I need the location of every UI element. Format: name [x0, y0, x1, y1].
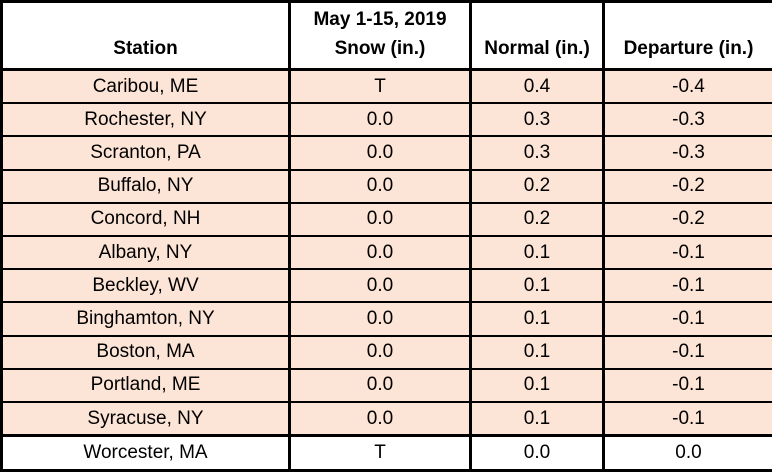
- snow-cell: 0.0: [288, 102, 472, 138]
- station-cell: Syracuse, NY: [0, 401, 291, 437]
- column-header-departure-label: Departure (in.): [623, 38, 754, 60]
- snow-cell: 0.0: [288, 301, 472, 337]
- station-cell: Caribou, ME: [0, 68, 291, 105]
- table-row: Buffalo, NY 0.0 0.2 -0.2: [0, 168, 772, 204]
- normal-cell: 0.0: [469, 434, 605, 472]
- station-cell: Worcester, MA: [0, 434, 291, 472]
- snow-cell: 0.0: [288, 168, 472, 204]
- snow-cell: T: [288, 68, 472, 105]
- departure-cell: -0.1: [602, 401, 772, 437]
- table-row: Syracuse, NY 0.0 0.1 -0.1: [0, 401, 772, 437]
- station-cell: Binghamton, NY: [0, 301, 291, 337]
- table-row: Caribou, ME T 0.4 -0.4: [0, 68, 772, 105]
- table-row: Worcester, MA T 0.0 0.0: [0, 434, 772, 472]
- departure-cell: -0.1: [602, 268, 772, 304]
- table-row: Albany, NY 0.0 0.1 -0.1: [0, 235, 772, 271]
- departure-cell: 0.0: [602, 434, 772, 472]
- column-header-snow: May 1-15, 2019 Snow (in.): [288, 0, 472, 71]
- column-header-snow-line2: Snow (in.): [334, 38, 426, 60]
- snow-cell: 0.0: [288, 367, 472, 404]
- departure-cell: -0.1: [602, 235, 772, 271]
- table-row: Beckley, WV 0.0 0.1 -0.1: [0, 268, 772, 304]
- column-header-station-label: Station: [113, 38, 178, 60]
- normal-cell: 0.1: [469, 268, 605, 304]
- normal-cell: 0.3: [469, 135, 605, 171]
- normal-cell: 0.1: [469, 334, 605, 370]
- normal-cell: 0.1: [469, 401, 605, 437]
- departure-cell: -0.4: [602, 68, 772, 105]
- column-header-normal-label: Normal (in.): [484, 38, 590, 60]
- station-cell: Buffalo, NY: [0, 168, 291, 204]
- station-cell: Rochester, NY: [0, 102, 291, 138]
- normal-cell: 0.1: [469, 367, 605, 404]
- departure-cell: -0.2: [602, 168, 772, 204]
- column-header-station: Station: [0, 0, 291, 71]
- snow-cell: 0.0: [288, 135, 472, 171]
- station-cell: Portland, ME: [0, 367, 291, 404]
- snow-cell: 0.0: [288, 401, 472, 437]
- normal-cell: 0.2: [469, 201, 605, 238]
- column-header-departure: Departure (in.): [602, 0, 772, 71]
- normal-cell: 0.3: [469, 102, 605, 138]
- normal-cell: 0.1: [469, 235, 605, 271]
- snow-cell: 0.0: [288, 334, 472, 370]
- station-cell: Albany, NY: [0, 235, 291, 271]
- departure-cell: -0.1: [602, 367, 772, 404]
- station-cell: Boston, MA: [0, 334, 291, 370]
- normal-cell: 0.2: [469, 168, 605, 204]
- column-header-normal: Normal (in.): [469, 0, 605, 71]
- snow-cell: 0.0: [288, 235, 472, 271]
- table-row: Rochester, NY 0.0 0.3 -0.3: [0, 102, 772, 138]
- normal-cell: 0.4: [469, 68, 605, 105]
- table-row: Boston, MA 0.0 0.1 -0.1: [0, 334, 772, 370]
- departure-cell: -0.1: [602, 301, 772, 337]
- table-row: Scranton, PA 0.0 0.3 -0.3: [0, 135, 772, 171]
- departure-cell: -0.3: [602, 135, 772, 171]
- table-row: Concord, NH 0.0 0.2 -0.2: [0, 201, 772, 238]
- header-row: Station May 1-15, 2019 Snow (in.) Normal…: [0, 0, 772, 71]
- station-cell: Scranton, PA: [0, 135, 291, 171]
- snow-cell: 0.0: [288, 268, 472, 304]
- normal-cell: 0.1: [469, 301, 605, 337]
- station-cell: Beckley, WV: [0, 268, 291, 304]
- snow-cell: T: [288, 434, 472, 472]
- column-header-snow-line1: May 1-15, 2019: [313, 9, 447, 30]
- table-row: Portland, ME 0.0 0.1 -0.1: [0, 367, 772, 404]
- snow-cell: 0.0: [288, 201, 472, 238]
- departure-cell: -0.2: [602, 201, 772, 238]
- table-row: Binghamton, NY 0.0 0.1 -0.1: [0, 301, 772, 337]
- departure-cell: -0.1: [602, 334, 772, 370]
- station-cell: Concord, NH: [0, 201, 291, 238]
- departure-cell: -0.3: [602, 102, 772, 138]
